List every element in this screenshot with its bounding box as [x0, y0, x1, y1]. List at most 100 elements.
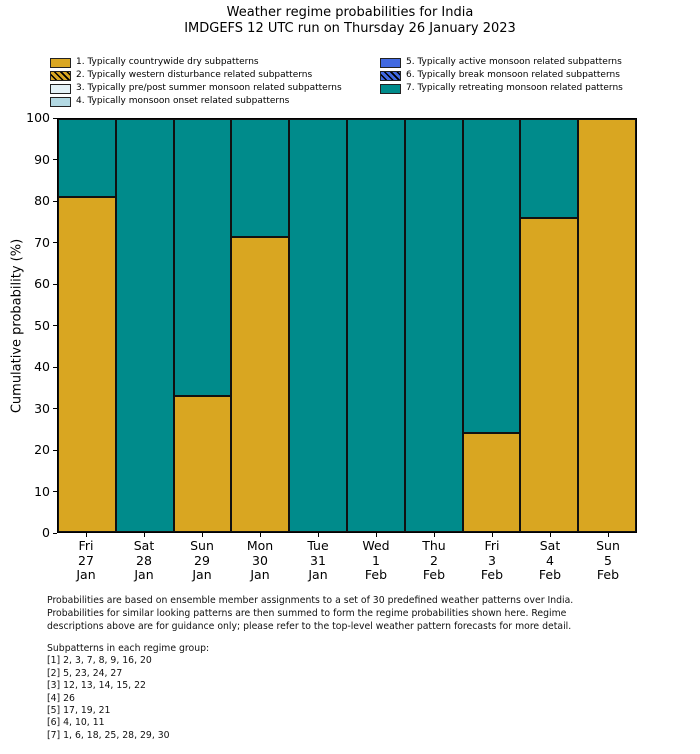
bar-segment — [58, 197, 116, 532]
x-tick-label-line: 28 — [136, 552, 152, 568]
subpattern-group: [4] 26 — [47, 692, 75, 704]
x-tick-label: Wed 1 Feb — [347, 538, 405, 583]
stacked-bar — [58, 119, 116, 532]
legend-item-label: 2. Typically western disturbance related… — [76, 70, 313, 80]
y-tick-label: 80 — [34, 193, 50, 208]
bar-segment — [404, 119, 463, 532]
subpattern-group: [2] 5, 23, 24, 27 — [47, 667, 123, 679]
x-tick-label-line: 5 — [604, 552, 612, 568]
legend-item: 1. Typically countrywide dry subpatterns — [50, 56, 342, 69]
legend-item-label: 1. Typically countrywide dry subpatterns — [76, 57, 259, 67]
stacked-bar — [520, 119, 579, 532]
legend-swatch-icon — [380, 70, 401, 81]
x-tick-label: Sun 29 Jan — [173, 538, 231, 583]
bar-segment — [346, 119, 405, 532]
x-tick-label-line: Feb — [596, 567, 620, 583]
bar-segment — [578, 119, 636, 532]
x-tick-label-line: 30 — [252, 552, 268, 568]
stacked-bar — [578, 119, 636, 532]
legend-item: 7. Typically retreating monsoon related … — [380, 82, 623, 95]
bar-segment — [231, 236, 290, 532]
x-tick-label-line: Jan — [308, 567, 328, 583]
chart-title: Weather regime probabilities for India — [226, 5, 474, 20]
subpattern-list: Subpatterns in each regime group: [1] 2, … — [47, 643, 209, 742]
legend-item-label: 5. Typically active monsoon related subp… — [406, 57, 622, 67]
x-tick-label-line: Feb — [422, 567, 446, 583]
x-tick-label-line: Wed — [362, 538, 390, 553]
x-tick-label-line: 27 — [78, 552, 94, 568]
y-tick-label: 40 — [34, 359, 50, 374]
x-tick-label-line: Sun — [596, 538, 620, 553]
x-tick-label-line: Sat — [133, 538, 155, 553]
bar-segment — [520, 119, 579, 219]
x-tick-label: Sat 28 Jan — [115, 538, 173, 583]
x-tick-mark — [317, 533, 319, 537]
bar-segment — [231, 119, 290, 237]
y-tick-mark — [53, 325, 57, 326]
x-tick-label: Mon 30 Jan — [231, 538, 289, 583]
subpattern-group: [7] 1, 6, 18, 25, 28, 29, 30 — [47, 729, 170, 741]
x-tick-mark — [259, 533, 261, 537]
x-tick-label-line: 2 — [430, 552, 438, 568]
x-tick-label-line: Jan — [134, 567, 154, 583]
stacked-bar — [173, 119, 232, 532]
y-tick-mark — [53, 159, 57, 160]
subpattern-group: [3] 12, 13, 14, 15, 22 — [47, 680, 146, 692]
footnote: Probabilities are based on ensemble memb… — [47, 595, 573, 633]
y-tick-label: 50 — [34, 317, 50, 333]
bar-segment — [289, 119, 347, 532]
x-tick-mark — [549, 533, 551, 537]
bar-segment — [115, 119, 174, 532]
x-tick-mark — [607, 533, 609, 537]
y-tick-label: 90 — [34, 151, 50, 167]
legend-item: 2. Typically western disturbance related… — [50, 69, 342, 82]
footnote-line: descriptions above are for guidance only… — [47, 620, 572, 632]
legend-item-label: 3. Typically pre/post summer monsoon rel… — [76, 83, 342, 93]
x-tick-label-line: 29 — [194, 552, 210, 568]
y-tick-mark — [53, 449, 57, 451]
y-tick-mark — [53, 200, 57, 202]
subpattern-group: [5] 17, 19, 21 — [47, 705, 111, 717]
y-tick-mark — [53, 408, 57, 409]
x-tick-label-line: Fri — [484, 538, 500, 553]
y-tick-label: 20 — [34, 442, 50, 457]
x-tick-label-line: Fri — [78, 538, 94, 553]
x-tick-label-line: Tue — [307, 538, 329, 553]
legend-swatch-icon — [50, 57, 71, 68]
subpattern-group: [1] 2, 3, 7, 8, 9, 16, 20 — [47, 655, 152, 667]
legend-column-left: 1. Typically countrywide dry subpatterns… — [50, 56, 342, 108]
x-tick-label-line: Sun — [190, 538, 214, 553]
stacked-bar — [404, 119, 463, 532]
x-tick-label-line: 1 — [372, 552, 380, 568]
stacked-bar — [346, 119, 405, 532]
stacked-bar — [115, 119, 174, 532]
y-tick-mark — [53, 117, 57, 119]
x-tick-label-line: Sat — [539, 538, 561, 553]
legend-item-label: 6. Typically break monsoon related subpa… — [406, 70, 620, 80]
y-tick-mark — [53, 242, 57, 243]
y-tick-label: 0 — [42, 525, 50, 540]
x-tick-label-line: Jan — [250, 567, 270, 583]
y-tick-mark — [53, 283, 57, 285]
x-tick-label-line: Jan — [192, 567, 212, 583]
subpattern-heading: Subpatterns in each regime group: — [47, 643, 210, 654]
y-tick-mark — [53, 491, 57, 492]
legend-item: 5. Typically active monsoon related subp… — [380, 56, 623, 69]
stacked-bar — [231, 119, 290, 532]
legend-item-label: 7. Typically retreating monsoon related … — [406, 83, 623, 93]
x-tick-label: Sat 4 Feb — [521, 538, 579, 583]
y-tick-label: 30 — [34, 400, 50, 416]
stacked-bar — [289, 119, 347, 532]
legend-column-right: 5. Typically active monsoon related subp… — [380, 56, 623, 95]
legend-item-label: 4. Typically monsoon onset related subpa… — [76, 96, 290, 106]
x-tick-label-line: 4 — [546, 552, 554, 568]
bar-segment — [462, 432, 521, 532]
legend-item: 4. Typically monsoon onset related subpa… — [50, 95, 342, 108]
y-tick-label: 10 — [34, 483, 50, 499]
x-tick-mark — [201, 533, 203, 537]
x-tick-label-line: Thu — [422, 538, 446, 553]
legend-swatch-icon — [380, 83, 401, 94]
x-tick-mark — [375, 533, 377, 537]
x-tick-label-line: 31 — [310, 552, 326, 568]
